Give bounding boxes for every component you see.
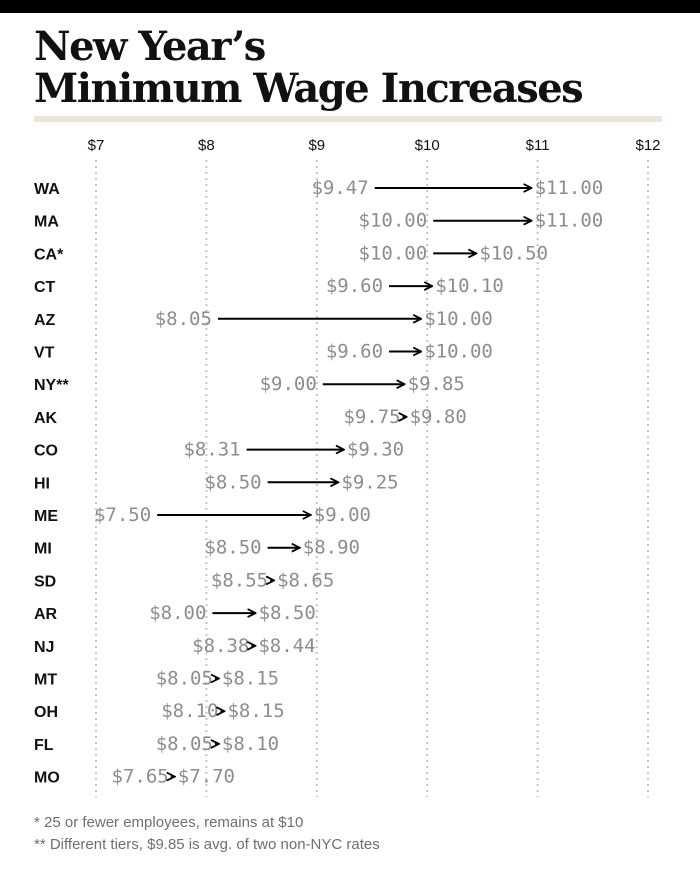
title-underline <box>34 116 662 122</box>
state-label: MT <box>34 672 57 689</box>
x-tick-label: $8 <box>198 137 215 154</box>
row-fl: FL $8.05 $8.10 <box>34 733 279 755</box>
to-value: $9.30 <box>347 439 404 461</box>
to-value: $8.15 <box>222 668 279 690</box>
row-ca: CA* $10.00 $10.50 <box>34 242 548 264</box>
to-value: $10.50 <box>479 242 548 264</box>
x-tick-label: $9 <box>308 137 325 154</box>
state-label: HI <box>34 475 50 492</box>
state-label: AZ <box>34 312 56 329</box>
from-value: $8.05 <box>155 308 212 330</box>
to-value: $9.85 <box>408 373 465 395</box>
row-ak: AK $9.75 $9.80 <box>34 406 467 428</box>
chart-title-line-2: Minimum Wage Increases <box>34 65 584 112</box>
chart-title-line-1: New Year’s <box>34 23 266 70</box>
row-mo: MO $7.65 $7.70 <box>34 766 235 788</box>
from-value: $10.00 <box>359 242 428 264</box>
row-sd: SD $8.55 $8.65 <box>34 569 334 591</box>
from-value: $8.05 <box>156 733 213 755</box>
to-value: $8.50 <box>259 602 316 624</box>
from-value: $7.65 <box>112 766 169 788</box>
state-label: OH <box>34 704 58 721</box>
to-value: $7.70 <box>178 766 235 788</box>
state-label: MA <box>34 214 59 231</box>
state-label: ME <box>34 508 58 525</box>
to-value: $10.10 <box>435 275 504 297</box>
row-me: ME $7.50 $9.00 <box>34 504 371 526</box>
to-value: $9.00 <box>314 504 371 526</box>
wage-increase-chart: $7 $8 $9 $10 $11 $12 WA $9.47 $11.00 MA $10.00 $11… <box>34 137 661 797</box>
state-label: MI <box>34 541 52 558</box>
footnote-ny: ** Different tiers, $9.85 is avg. of two… <box>34 836 380 853</box>
row-ct: CT $9.60 $10.10 <box>34 275 504 297</box>
state-label: CA* <box>34 246 64 263</box>
row-ma: MA $10.00 $11.00 <box>34 210 603 232</box>
from-value: $8.05 <box>156 668 213 690</box>
from-value: $8.00 <box>149 602 206 624</box>
from-value: $8.50 <box>204 471 261 493</box>
to-value: $9.80 <box>410 406 467 428</box>
row-co: CO $8.31 $9.30 <box>34 439 404 461</box>
top-black-bar <box>0 0 700 13</box>
to-value: $10.00 <box>424 308 493 330</box>
from-value: $9.60 <box>326 341 383 363</box>
state-label: SD <box>34 573 56 590</box>
row-ny: NY** $9.00 $9.85 <box>34 373 465 395</box>
x-tick-label: $7 <box>88 137 105 154</box>
state-label: CO <box>34 443 58 460</box>
state-label: NY** <box>34 377 69 394</box>
x-tick-label: $10 <box>415 137 440 154</box>
to-value: $8.65 <box>277 569 334 591</box>
from-value: $8.10 <box>161 700 218 722</box>
footnote-ca: * 25 or fewer employees, remains at $10 <box>34 814 304 831</box>
from-value: $10.00 <box>359 210 428 232</box>
to-value: $8.10 <box>222 733 279 755</box>
state-label: NJ <box>34 639 54 656</box>
row-ar: AR $8.00 $8.50 <box>34 602 316 624</box>
from-value: $9.00 <box>260 373 317 395</box>
row-oh: OH $8.10 $8.15 <box>34 700 285 722</box>
row-vt: VT $9.60 $10.00 <box>34 341 493 363</box>
state-label: AR <box>34 606 58 623</box>
row-mt: MT $8.05 $8.15 <box>34 668 279 690</box>
to-value: $10.00 <box>424 341 493 363</box>
to-value: $11.00 <box>535 210 604 232</box>
state-label: WA <box>34 181 60 198</box>
to-value: $8.44 <box>258 635 315 657</box>
from-value: $8.50 <box>204 537 261 559</box>
to-value: $9.25 <box>341 471 398 493</box>
state-label: CT <box>34 279 56 296</box>
from-value: $8.31 <box>183 439 240 461</box>
from-value: $8.38 <box>192 635 249 657</box>
from-value: $8.55 <box>211 569 268 591</box>
to-value: $11.00 <box>535 177 604 199</box>
from-value: $9.60 <box>326 275 383 297</box>
row-nj: NJ $8.38 $8.44 <box>34 635 316 657</box>
row-hi: HI $8.50 $9.25 <box>34 471 399 493</box>
state-label: VT <box>34 345 55 362</box>
from-value: $9.47 <box>311 177 368 199</box>
from-value: $7.50 <box>94 504 151 526</box>
state-label: FL <box>34 737 54 754</box>
state-label: MO <box>34 770 60 787</box>
state-label: AK <box>34 410 58 427</box>
row-wa: WA $9.47 $11.00 <box>34 177 603 199</box>
row-az: AZ $8.05 $10.00 <box>34 308 493 330</box>
to-value: $8.90 <box>303 537 360 559</box>
from-value: $9.75 <box>343 406 400 428</box>
x-tick-label: $11 <box>526 137 550 154</box>
to-value: $8.15 <box>227 700 284 722</box>
x-tick-label: $12 <box>635 137 660 154</box>
row-mi: MI $8.50 $8.90 <box>34 537 360 559</box>
